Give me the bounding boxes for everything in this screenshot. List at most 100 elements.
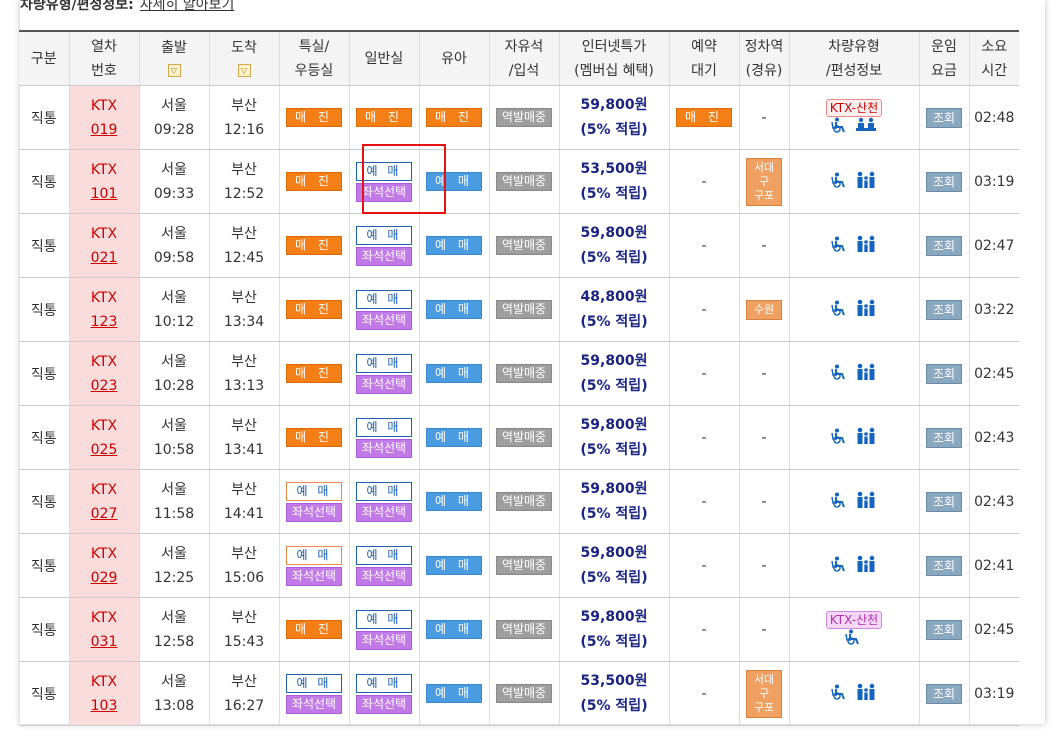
seat-facing-icon[interactable] bbox=[855, 117, 877, 133]
train-number-link[interactable]: 101 bbox=[90, 185, 118, 202]
wheelchair-icon[interactable] bbox=[831, 300, 849, 316]
family-icon[interactable] bbox=[855, 235, 877, 253]
train-number-link[interactable]: 027 bbox=[90, 505, 118, 522]
seat-select-button[interactable]: 좌석선택 bbox=[356, 182, 412, 202]
inquire-button[interactable]: 조회 bbox=[926, 363, 962, 384]
family-icon[interactable] bbox=[855, 491, 877, 509]
book-button[interactable]: 예 매 bbox=[426, 172, 482, 191]
header-label: 소요 bbox=[981, 38, 1008, 55]
book-button[interactable]: 예 매 bbox=[426, 620, 482, 639]
seat-select-button[interactable]: 좌석선택 bbox=[286, 694, 342, 714]
book-button[interactable]: 예 매 bbox=[356, 225, 412, 245]
header-label: 인터넷특가 bbox=[581, 38, 647, 55]
inquire-button[interactable]: 조회 bbox=[926, 107, 962, 128]
sold-out-button[interactable]: 매 진 bbox=[676, 108, 732, 127]
book-button[interactable]: 예 매 bbox=[426, 556, 482, 575]
wheelchair-icon[interactable] bbox=[831, 492, 849, 508]
book-button[interactable]: 예 매 bbox=[356, 289, 412, 309]
seat-select-button[interactable]: 좌석선택 bbox=[356, 694, 412, 714]
family-icon[interactable] bbox=[855, 683, 877, 701]
book-button[interactable]: 예 매 bbox=[426, 300, 482, 319]
sold-out-button[interactable]: 매 진 bbox=[286, 428, 342, 447]
sort-icon[interactable]: ▽ bbox=[167, 64, 181, 77]
wheelchair-icon[interactable] bbox=[831, 364, 849, 380]
dash: - bbox=[701, 429, 707, 446]
book-button[interactable]: 예 매 bbox=[356, 673, 412, 693]
sold-out-button[interactable]: 매 진 bbox=[426, 108, 482, 127]
seat-select-button[interactable]: 좌석선택 bbox=[356, 502, 412, 522]
train-number-link[interactable]: 025 bbox=[90, 441, 118, 458]
book-button[interactable]: 예 매 bbox=[356, 353, 412, 373]
header-label: 시간 bbox=[981, 62, 1008, 79]
ktx-sancheon-badge[interactable]: KTX-산천 bbox=[825, 98, 883, 117]
seat-select-button[interactable]: 좌석선택 bbox=[356, 246, 412, 266]
arrival-time: 12:16 bbox=[223, 121, 265, 138]
seat-select-button[interactable]: 좌석선택 bbox=[286, 566, 342, 586]
train-number-link[interactable]: 103 bbox=[90, 697, 118, 714]
wheelchair-icon[interactable] bbox=[831, 172, 849, 188]
wheelchair-icon[interactable] bbox=[831, 556, 849, 572]
wheelchair-icon[interactable] bbox=[831, 236, 849, 252]
seat-select-button[interactable]: 좌석선택 bbox=[356, 566, 412, 586]
book-button[interactable]: 예 매 bbox=[426, 492, 482, 511]
sold-out-button[interactable]: 매 진 bbox=[286, 172, 342, 191]
inquire-button[interactable]: 조회 bbox=[926, 555, 962, 576]
seat-select-button[interactable]: 좌석선택 bbox=[286, 502, 342, 522]
book-button[interactable]: 예 매 bbox=[426, 236, 482, 255]
family-icon[interactable] bbox=[855, 555, 877, 573]
wheelchair-icon[interactable] bbox=[831, 117, 849, 133]
book-button[interactable]: 예 매 bbox=[356, 545, 412, 565]
inquire-button[interactable]: 조회 bbox=[926, 299, 962, 320]
stops-cell: - bbox=[738, 405, 789, 470]
sold-out-button[interactable]: 매 진 bbox=[286, 108, 342, 127]
wheelchair-icon[interactable] bbox=[831, 684, 849, 700]
sold-out-button[interactable]: 매 진 bbox=[286, 236, 342, 255]
inquire-button[interactable]: 조회 bbox=[926, 427, 962, 448]
family-icon[interactable] bbox=[855, 299, 877, 317]
sold-out-button[interactable]: 매 진 bbox=[356, 108, 412, 127]
book-button[interactable]: 예 매 bbox=[286, 673, 342, 693]
vehicle-type-cell: KTX-산천 bbox=[788, 597, 919, 662]
departure-station: 서울 bbox=[161, 225, 187, 242]
wheelchair-icon[interactable] bbox=[845, 629, 863, 645]
stop-badge[interactable]: 서대구 구포 bbox=[746, 669, 782, 718]
book-button[interactable]: 예 매 bbox=[356, 417, 412, 437]
book-button[interactable]: 예 매 bbox=[356, 481, 412, 501]
seat-select-button[interactable]: 좌석선택 bbox=[356, 438, 412, 458]
sold-out-button[interactable]: 매 진 bbox=[286, 364, 342, 383]
book-button[interactable]: 예 매 bbox=[356, 161, 412, 181]
sold-out-button[interactable]: 매 진 bbox=[286, 620, 342, 639]
book-button[interactable]: 예 매 bbox=[286, 545, 342, 565]
family-icon[interactable] bbox=[855, 171, 877, 189]
family-icon[interactable] bbox=[855, 363, 877, 381]
stop-badge[interactable]: 수원 bbox=[746, 299, 782, 320]
train-number-link[interactable]: 029 bbox=[90, 569, 118, 586]
inquire-button[interactable]: 조회 bbox=[926, 683, 962, 704]
train-number-link[interactable]: 023 bbox=[90, 377, 118, 394]
sold-out-button[interactable]: 매 진 bbox=[286, 300, 342, 319]
fare-price: 59,800원 bbox=[580, 480, 648, 497]
book-button[interactable]: 예 매 bbox=[426, 684, 482, 703]
train-number-link[interactable]: 031 bbox=[90, 633, 118, 650]
seat-select-button[interactable]: 좌석선택 bbox=[356, 310, 412, 330]
inquire-button[interactable]: 조회 bbox=[926, 171, 962, 192]
train-number-link[interactable]: 019 bbox=[90, 121, 118, 138]
ktx-sancheon-badge[interactable]: KTX-산천 bbox=[825, 610, 883, 629]
sort-icon[interactable]: ▽ bbox=[237, 64, 251, 77]
book-button[interactable]: 예 매 bbox=[356, 609, 412, 629]
wheelchair-icon[interactable] bbox=[831, 428, 849, 444]
train-number-link[interactable]: 021 bbox=[90, 249, 118, 266]
family-icon[interactable] bbox=[855, 427, 877, 445]
inquire-button[interactable]: 조회 bbox=[926, 619, 962, 640]
seat-select-button[interactable]: 좌석선택 bbox=[356, 374, 412, 394]
book-button[interactable]: 예 매 bbox=[286, 481, 342, 501]
seat-select-button[interactable]: 좌석선택 bbox=[356, 630, 412, 650]
vehicle-info-link[interactable]: 자세히 알아보기 bbox=[139, 0, 235, 13]
book-button[interactable]: 예 매 bbox=[426, 364, 482, 383]
book-button[interactable]: 예 매 bbox=[426, 428, 482, 447]
inquire-button[interactable]: 조회 bbox=[926, 235, 962, 256]
train-number-link[interactable]: 123 bbox=[90, 313, 118, 330]
inquire-button[interactable]: 조회 bbox=[926, 491, 962, 512]
header-label: 예약 bbox=[691, 38, 717, 55]
stop-badge[interactable]: 서대구 구포 bbox=[746, 157, 782, 206]
